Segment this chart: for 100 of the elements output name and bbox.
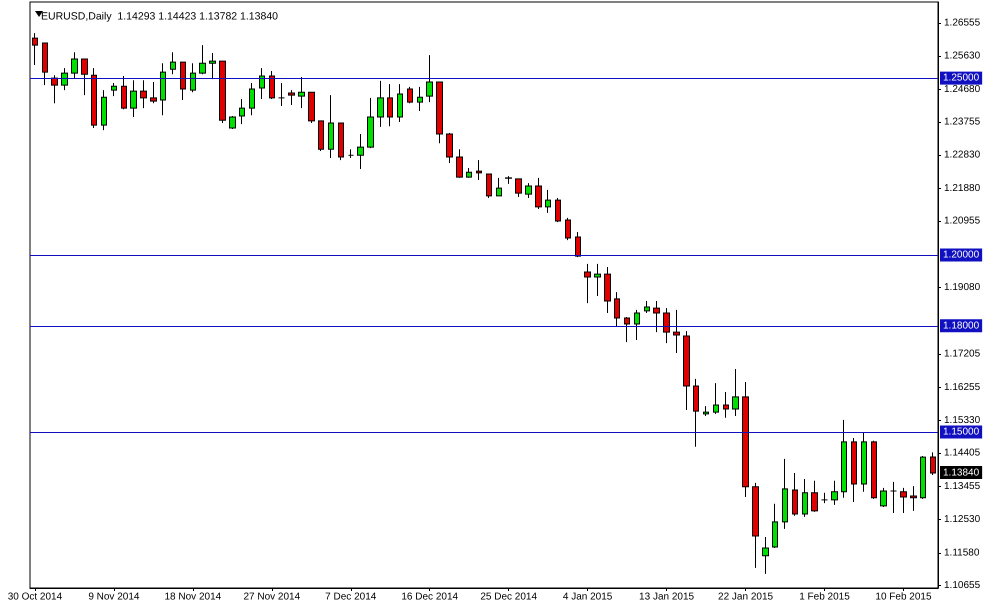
candlestick	[357, 133, 364, 170]
candlestick	[338, 122, 344, 161]
candlestick	[298, 76, 305, 109]
candlestick	[584, 263, 591, 304]
candlestick	[397, 84, 403, 122]
candlestick	[269, 70, 275, 100]
candlestick	[831, 480, 838, 506]
text: 1.13840	[943, 467, 980, 478]
candlestick	[900, 487, 907, 514]
x-tick-label: 25 Dec 2014	[480, 592, 538, 602]
x-tick-label: 4 Jan 2015	[562, 592, 613, 602]
candlestick	[920, 456, 926, 500]
candlestick	[545, 189, 551, 214]
candlestick	[367, 97, 374, 149]
x-tick-label: 10 Feb 2015	[875, 592, 932, 602]
candlestick	[604, 266, 611, 314]
candlestick	[239, 98, 245, 125]
candlestick	[51, 74, 58, 104]
candlestick	[130, 80, 137, 118]
candlestick	[61, 68, 68, 91]
candlestick	[871, 440, 877, 500]
x-tick-label: 16 Dec 2014	[401, 592, 459, 602]
y-tick-label: 1.23755	[944, 116, 981, 128]
candlestick	[525, 182, 532, 199]
candlestick	[278, 82, 285, 107]
candlestick	[91, 68, 97, 128]
y-tick-label: 1.17205	[944, 348, 981, 360]
candlestick	[387, 84, 393, 127]
x-tick-label: 1 Feb 2015	[799, 592, 850, 602]
candlestick	[81, 58, 88, 96]
candlestick	[555, 198, 561, 223]
y-tick-label: 1.19080	[944, 282, 981, 294]
candlestick	[653, 300, 660, 333]
text: EURUSD,Daily 1.14293 1.14423 1.13782 1.13840	[41, 10, 278, 22]
candlestick	[288, 90, 295, 106]
candlestick	[673, 309, 680, 354]
x-tick-label: 27 Nov 2014	[243, 592, 301, 602]
y-tick-label: 1.10655	[944, 580, 981, 592]
y-tick-label: 1.24680	[944, 84, 981, 95]
candlestick	[308, 92, 315, 124]
candlestick	[575, 232, 581, 258]
y-tick-label: 1.16255	[944, 382, 981, 394]
candlestick	[732, 368, 739, 417]
candlestick	[614, 292, 620, 327]
candlestick	[624, 316, 630, 343]
candlestick	[436, 81, 443, 144]
candlestick	[377, 80, 384, 128]
candlestick	[456, 148, 463, 178]
candlestick	[426, 54, 433, 103]
candlestick	[71, 52, 78, 79]
candlestick	[663, 308, 670, 344]
candlestick	[219, 60, 226, 124]
candlestick	[841, 419, 847, 498]
x-tick-label: 9 Nov 2014	[88, 592, 140, 602]
candlestick	[535, 177, 542, 210]
x-tick-label: 18 Nov 2014	[164, 592, 222, 602]
candlestick	[496, 177, 502, 196]
candlestick	[565, 217, 571, 241]
candlestick	[851, 437, 857, 503]
candlestick	[42, 42, 48, 86]
candlestick	[160, 62, 166, 116]
candlestick	[32, 32, 38, 66]
candlestick	[505, 176, 512, 184]
candlestick	[190, 62, 196, 93]
ref-line-label: 1.18000	[943, 320, 980, 332]
candlestick	[417, 86, 423, 112]
candlestick	[101, 90, 107, 131]
candlestick	[683, 330, 690, 411]
ref-line-label: 1.25000	[943, 72, 980, 84]
x-tick-label: 7 Dec 2014	[325, 592, 377, 602]
candlestick	[644, 300, 650, 314]
x-tick-label: 22 Jan 2015	[718, 592, 774, 602]
y-tick-label: 1.26555	[944, 18, 981, 29]
candlestick	[180, 62, 186, 101]
candlestick	[762, 536, 769, 574]
candlestick	[594, 263, 601, 297]
candlestick	[150, 81, 157, 104]
candlestick	[209, 52, 216, 80]
y-tick-label: 1.25630	[944, 50, 981, 62]
y-tick-label: 1.20955	[944, 216, 981, 227]
y-tick-label: 1.12530	[944, 514, 981, 525]
candlestick	[752, 482, 759, 568]
y-tick-label: 1.15330	[944, 414, 981, 426]
candlestick	[880, 487, 887, 508]
candlestick	[693, 378, 699, 448]
candlestick	[772, 503, 778, 549]
candlestick	[910, 486, 917, 512]
candlestick	[486, 173, 492, 199]
candlestick	[861, 431, 867, 492]
candlestick	[328, 94, 334, 159]
candlestick	[634, 309, 640, 340]
candlestick	[229, 115, 236, 130]
y-tick-label: 1.11580	[944, 547, 980, 558]
y-tick-label: 1.13455	[944, 481, 981, 492]
candlestick	[348, 148, 354, 159]
x-tick-label: 13 Jan 2015	[639, 592, 695, 602]
y-tick-label: 1.21880	[944, 182, 981, 194]
candlestick	[930, 452, 936, 476]
y-tick-label: 1.14405	[944, 448, 981, 458]
candlestick	[249, 82, 255, 116]
